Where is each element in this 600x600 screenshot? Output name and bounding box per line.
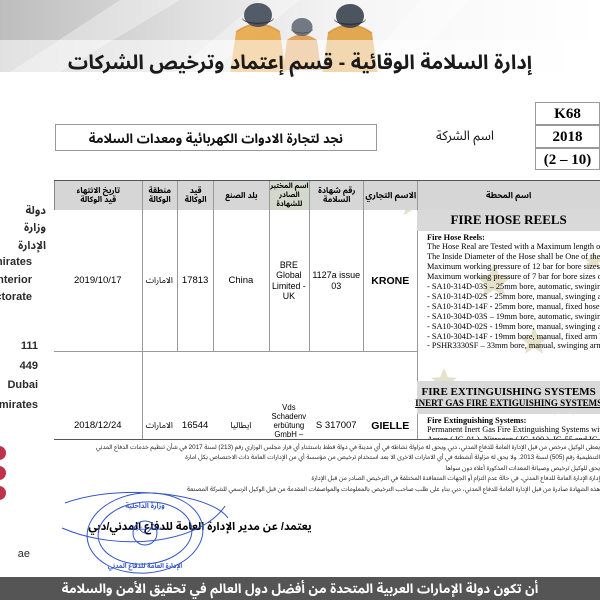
svg-text:اعتماد الشركات: اعتماد الشركات <box>127 525 164 532</box>
svg-text:وزارة الداخلية: وزارة الداخلية <box>125 502 165 510</box>
